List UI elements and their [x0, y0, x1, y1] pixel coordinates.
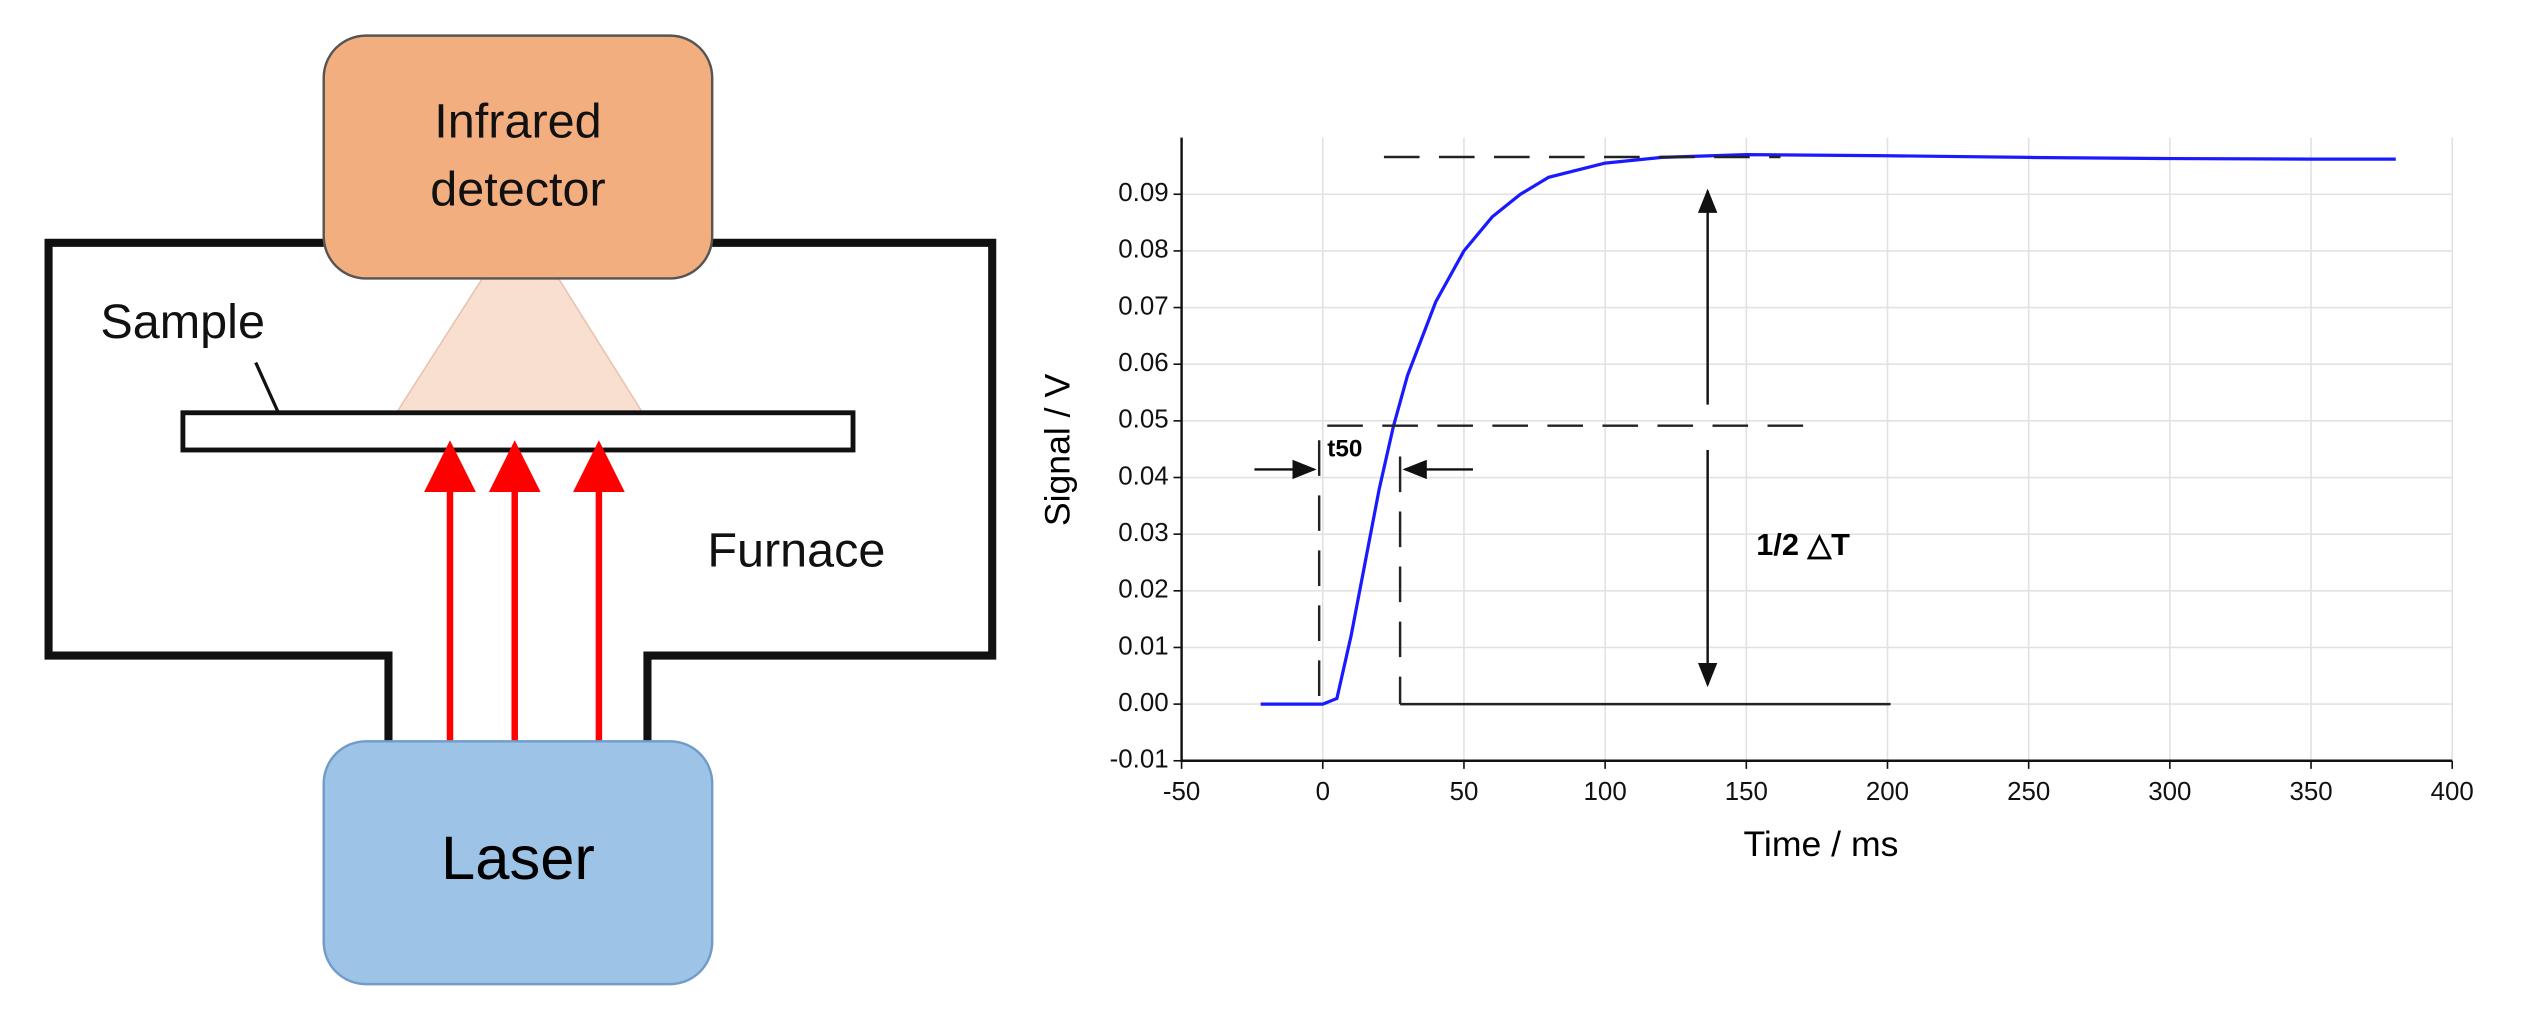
laser-label: Laser: [441, 824, 595, 893]
x-tick-label: 400: [2431, 778, 2474, 806]
y-tick-label: 0.08: [1118, 236, 1168, 264]
furnace-label: Furnace: [707, 523, 885, 577]
x-tick-label: -50: [1163, 778, 1200, 806]
y-tick-label: 0.01: [1118, 632, 1168, 660]
x-tick-label: 100: [1584, 778, 1627, 806]
x-tick-label: 250: [2007, 778, 2050, 806]
y-tick-label: 0.00: [1118, 689, 1168, 717]
laser-box: [322, 740, 714, 986]
x-tick-label: 50: [1450, 778, 1479, 806]
plot: -0.01 0.00 0.01 0.02 0.03 0.04 0.05 0.06 0.07 0.0…: [1110, 137, 2474, 806]
y-tick-label: 0.09: [1118, 179, 1168, 207]
sample-label: Sample: [100, 295, 265, 349]
leader-line: [254, 361, 280, 414]
x-axis-label: Time / ms: [1744, 824, 1899, 864]
annotation: t50: [1327, 435, 1362, 462]
x-tick-label: 0: [1316, 778, 1330, 806]
y-tick-label: 0.05: [1118, 406, 1168, 434]
laser-beams: [424, 440, 625, 742]
y-tick-label: 0.03: [1118, 519, 1168, 547]
ir-cone: [395, 277, 645, 414]
detector-box: [322, 34, 714, 280]
y-tick-label: 0.06: [1118, 349, 1168, 377]
furnace-wall: [44, 238, 393, 745]
y-tick-label: 0.02: [1118, 576, 1168, 604]
y-tick-label: -0.01: [1110, 746, 1169, 774]
signal-line: [1260, 152, 2396, 706]
detector-label: Infrared: [434, 94, 601, 148]
x-tick-label: 200: [1866, 778, 1909, 806]
y-tick-label: 0.07: [1118, 292, 1168, 320]
y-axis-label: Signal / V: [1038, 374, 1078, 527]
y-tick-label: 0.04: [1118, 462, 1168, 490]
axis: [1180, 137, 2453, 762]
x-tick-label: 150: [1725, 778, 1768, 806]
x-tick-label: 350: [2289, 778, 2332, 806]
sample-plate: [180, 410, 856, 453]
x-tick-label: 300: [2148, 778, 2191, 806]
annotation: 1/2 △T: [1756, 527, 1850, 562]
furnace-wall: [643, 238, 997, 745]
detector-label: detector: [430, 162, 605, 216]
